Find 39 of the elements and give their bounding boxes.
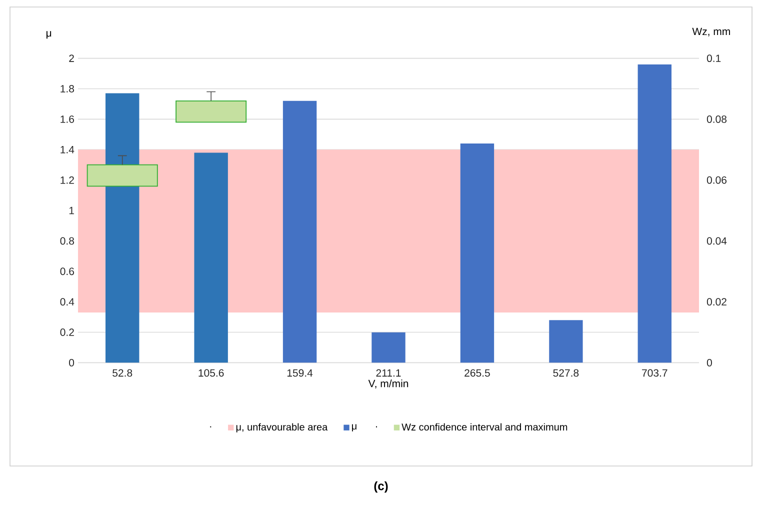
y2-tick-label: 0.06 (706, 176, 727, 184)
x-tick-label: 265.5 (464, 369, 490, 377)
y-tick-label: 1.4 (60, 146, 74, 154)
x-tick-label: 52.8 (112, 369, 132, 377)
y2-tick-label: 0.04 (706, 237, 727, 245)
y2-tick-label: 0 (706, 358, 712, 366)
y-tick-label: 1.8 (60, 85, 74, 92)
y-tick-label: 0 (69, 358, 74, 366)
x-tick-label: 703.7 (642, 369, 668, 377)
legend-label: Wz confidence interval and maximum (402, 423, 568, 431)
y-tick-label: 1.6 (60, 115, 74, 123)
x-axis-title: V, m/min (368, 380, 408, 388)
bar (460, 144, 494, 363)
x-tick-label: 527.8 (553, 369, 579, 377)
y2-tick-label: 0.02 (706, 298, 726, 306)
y-tick-label: 1 (69, 206, 74, 214)
text: . (210, 426, 212, 428)
y2-tick-label: 0.1 (706, 54, 721, 62)
y-axis-title: μ (46, 31, 52, 39)
bar (372, 332, 406, 363)
bar (638, 64, 672, 363)
bar (549, 320, 583, 363)
y-tick-label: 0.8 (60, 237, 74, 245)
y2-axis-title: Wz, mm (692, 28, 730, 36)
x-tick-label: 211.1 (376, 369, 401, 377)
x-tick-label: 105.6 (198, 369, 224, 377)
text: (c) (374, 481, 388, 493)
y-tick-label: 1.2 (60, 176, 74, 184)
y-tick-label: 0.4 (60, 298, 74, 306)
y-tick-label: 2 (69, 54, 74, 62)
legend-label: μ (352, 424, 356, 432)
bar (282, 100, 317, 363)
legend-label: μ, unfavourable area (236, 423, 328, 432)
x-tick-label: 159.4 (287, 369, 313, 377)
text: . (376, 426, 377, 428)
y2-tick-label: 0.08 (706, 115, 727, 123)
y-tick-label: 0.2 (60, 328, 74, 336)
bar (194, 152, 228, 363)
y-tick-label: 0.6 (60, 268, 74, 276)
